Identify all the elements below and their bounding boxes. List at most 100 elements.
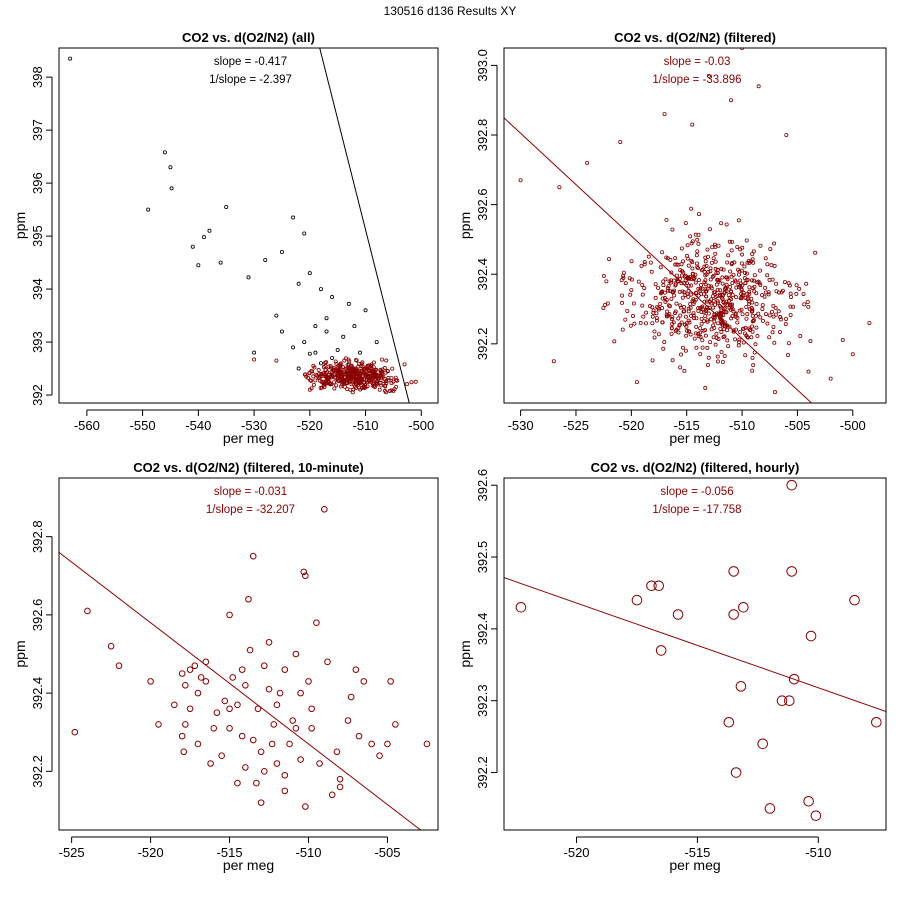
data-point-filtered	[737, 337, 742, 342]
data-point-filtered	[402, 362, 407, 367]
data-point-10-minute	[387, 678, 394, 685]
data-point-filtered	[715, 354, 720, 359]
data-point-filtered	[667, 304, 672, 309]
data-point-filtered	[332, 386, 337, 391]
data-point-10-minute	[423, 740, 431, 748]
chart-title: CO2 vs. d(O2/N2) (filtered, 10-minute)	[133, 460, 363, 475]
y-axis: 392.2 392.4 392.6 392.8	[30, 520, 53, 788]
data-point-filtered	[680, 289, 685, 294]
data-point-filtered	[322, 384, 327, 389]
data-point-filtered	[704, 299, 709, 304]
data-point-filtered	[551, 359, 556, 364]
data-point-filtered	[668, 257, 673, 262]
data-point-all	[318, 287, 323, 292]
data-point-all	[318, 361, 323, 366]
data-point-filtered	[380, 357, 385, 362]
data-point-filtered	[518, 178, 523, 183]
data-point-filtered	[685, 256, 690, 261]
data-point-filtered	[698, 291, 703, 296]
data-point-hourly	[849, 594, 860, 606]
data-point-filtered	[701, 319, 706, 324]
data-point-filtered	[723, 310, 728, 315]
data-point-filtered	[665, 309, 670, 314]
data-point-filtered	[784, 316, 789, 321]
data-point-10-minute	[333, 748, 341, 756]
data-point-10-minute	[202, 678, 210, 685]
data-point-filtered	[702, 269, 707, 274]
data-point-filtered	[747, 327, 752, 332]
data-point-filtered	[773, 390, 778, 395]
data-point-filtered	[724, 282, 729, 287]
x-tick-label: -510	[295, 845, 321, 860]
data-point-filtered	[719, 221, 724, 226]
data-point-filtered	[719, 312, 724, 317]
data-point-filtered	[669, 326, 674, 331]
data-point-filtered	[683, 221, 688, 226]
data-point-filtered	[369, 364, 374, 369]
y-tick-label: 392	[30, 384, 45, 406]
data-point-filtered	[703, 255, 708, 260]
data-point-filtered	[672, 293, 677, 298]
data-point-filtered	[683, 273, 688, 278]
data-point-filtered	[728, 269, 733, 274]
data-point-all	[146, 207, 151, 212]
data-point-filtered	[699, 321, 704, 326]
data-point-filtered	[711, 335, 716, 340]
x-tick-label: -520	[564, 845, 590, 860]
data-point-hourly	[871, 716, 882, 728]
slope-annotation: slope = -0.417	[214, 56, 287, 68]
data-point-filtered	[328, 363, 333, 368]
data-point-filtered	[679, 246, 684, 251]
data-point-filtered	[752, 350, 757, 355]
data-point-all	[162, 150, 167, 155]
data-point-filtered	[682, 309, 687, 314]
inverse-slope-annotation: 1/slope = -32.207	[206, 504, 295, 516]
fit-line	[59, 551, 422, 830]
data-point-filtered	[320, 385, 325, 390]
data-point-filtered	[696, 331, 701, 336]
data-point-filtered	[665, 285, 670, 290]
data-point-filtered	[715, 277, 720, 282]
data-point-filtered	[797, 286, 802, 291]
data-point-filtered	[808, 339, 813, 344]
data-point-10-minute	[316, 760, 323, 767]
data-point-filtered	[771, 324, 776, 329]
data-point-filtered	[390, 366, 395, 371]
data-point-filtered	[678, 305, 683, 310]
data-point-10-minute	[71, 728, 79, 736]
data-point-filtered	[788, 312, 793, 317]
data-point-all	[296, 366, 301, 371]
data-point-filtered	[702, 299, 707, 304]
plot-frame	[503, 47, 887, 404]
data-point-all	[291, 215, 296, 220]
data-point-filtered	[743, 295, 748, 300]
data-point-filtered	[706, 283, 711, 288]
data-point-filtered	[662, 340, 667, 345]
data-point-filtered	[661, 346, 666, 351]
data-point-10-minute	[355, 732, 363, 740]
fit-line	[504, 117, 813, 403]
data-point-10-minute	[197, 674, 205, 681]
data-point-filtered	[720, 281, 725, 286]
data-point-filtered	[359, 378, 364, 383]
data-point-filtered	[348, 364, 353, 369]
data-point-filtered	[654, 316, 659, 321]
data-point-filtered	[667, 279, 672, 284]
data-point-filtered	[724, 289, 729, 294]
data-point-filtered	[725, 277, 730, 282]
data-point-filtered	[384, 358, 389, 363]
y-tick-label: 397	[30, 119, 45, 141]
data-point-filtered	[660, 320, 665, 325]
data-point-filtered	[654, 318, 659, 323]
data-point-filtered	[784, 133, 789, 138]
data-point-10-minute	[254, 705, 262, 713]
data-point-filtered	[664, 217, 669, 222]
x-axis-label: per meg	[669, 430, 720, 446]
data-point-filtered	[405, 382, 410, 387]
data-point-filtered	[384, 379, 389, 384]
data-point-filtered	[685, 243, 690, 248]
data-point-filtered	[669, 270, 674, 275]
data-point-filtered	[718, 326, 723, 331]
data-point-filtered	[744, 333, 749, 338]
data-point-filtered	[778, 315, 783, 320]
